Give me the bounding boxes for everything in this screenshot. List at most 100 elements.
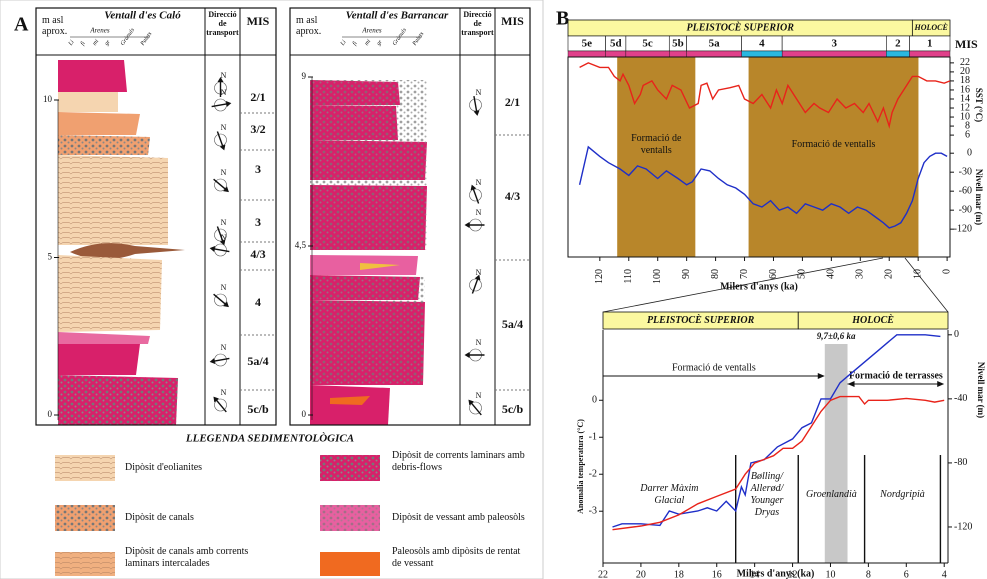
x-tick-label: 90: [681, 269, 692, 279]
legend-text-line: debris-flows: [392, 462, 442, 473]
mis-label: 4: [255, 295, 261, 309]
y-tick-label: -3: [589, 506, 597, 517]
transport-arrow: [464, 222, 485, 228]
x-tick-label: 10: [912, 269, 923, 279]
arrow-shaft: [211, 357, 230, 363]
transport-arrow: [468, 399, 482, 416]
stage-strip: [909, 50, 951, 58]
north-label: N: [221, 168, 227, 177]
arrow-head: [223, 186, 229, 193]
arrow-head: [470, 184, 477, 191]
stage-label: 5d: [610, 38, 622, 50]
transport-arrow: [211, 101, 232, 108]
stage-strip: [625, 50, 670, 58]
grain-size: Li: [339, 39, 348, 48]
compass: [214, 353, 227, 367]
period-label-line: Glacial: [654, 495, 684, 506]
stage-label: 1: [927, 38, 933, 50]
legend-text-line: Dipòsit de vessant amb paleosòls: [392, 512, 525, 523]
x-tick-label: 10: [825, 569, 835, 579]
y2-tick-label: -90: [959, 204, 972, 215]
y2-tick-label: -30: [959, 166, 972, 177]
epoch-box: [797, 311, 949, 330]
period-label-line: Bølling/: [751, 471, 784, 482]
north-label: N: [476, 268, 482, 277]
legend-text-line: de vessant: [392, 558, 434, 569]
legend-title: LLEGENDA SEDIMENTOLÒGICA: [185, 433, 354, 445]
x-tick-label: 22: [598, 569, 608, 579]
mis-label: 5a/4: [502, 317, 523, 331]
y-tick-label: 0: [592, 395, 597, 406]
stage-strip: [781, 50, 887, 58]
x-tick-label: 30: [855, 269, 866, 279]
transport-arrow: [471, 274, 481, 294]
north-label: N: [221, 218, 227, 227]
transport-arrow: [470, 184, 480, 204]
arrow-head: [225, 101, 232, 107]
arrow-head: [473, 110, 480, 116]
legend-text: Dipòsit de corrents laminars amb debris-f…: [392, 450, 525, 473]
arrow-label: Formació de terrasses: [849, 370, 943, 381]
transport-arrow: [209, 246, 230, 253]
compass: [214, 398, 227, 412]
bed: [58, 375, 178, 425]
transport-arrow: [213, 178, 229, 193]
arrow-head: [217, 77, 224, 82]
shaded-label-line: Formació de: [631, 133, 682, 144]
transport-header-line: Direcció: [208, 10, 236, 19]
legend-text-line: Paleosòls amb dipòsits de rentat: [392, 546, 521, 557]
north-label: N: [476, 208, 482, 217]
sand-label: Arenes: [89, 27, 109, 35]
mis-label: 3: [255, 162, 261, 176]
y2-axis-label: Nivell mar (m): [974, 169, 984, 225]
legend-text-line: laminars intercalades: [125, 558, 210, 569]
data-line: [578, 145, 948, 229]
compass: [214, 228, 227, 242]
transport-arrow: [473, 96, 480, 116]
compass: [214, 133, 227, 147]
x-tick-label: 60: [768, 269, 779, 279]
legend-text-line: Dipòsit de canals amb corrents: [125, 546, 248, 557]
y2-axis-label: Nivell mar (m): [976, 362, 986, 418]
x-tick-label: 80: [710, 269, 721, 279]
y-tick-label: 20: [960, 66, 970, 77]
compass: [469, 98, 482, 112]
stage-strip: [605, 50, 627, 58]
period-label: Bølling/Allerød/Younger Dryas: [750, 471, 785, 518]
transport-header-line: transport: [206, 28, 239, 37]
transport-header-line: Direcció: [463, 10, 491, 19]
stage-strip: [567, 50, 606, 58]
compass: [469, 188, 482, 202]
bed: [58, 344, 140, 375]
bed: [58, 112, 140, 135]
legend-text: Paleosòls amb dipòsits de rentat de vessa…: [392, 546, 521, 569]
y-tick-label: 22: [960, 57, 970, 68]
period-label-line: Groenlandià: [806, 489, 857, 500]
arrow-head: [209, 246, 216, 252]
shaded-label: Formació de ventalls: [631, 133, 682, 156]
north-label: N: [476, 391, 482, 400]
x-tick-label: 70: [739, 269, 750, 279]
arrow-shaft: [471, 186, 480, 204]
scale-label: 0: [48, 409, 53, 419]
x-tick-label: 4: [942, 569, 947, 579]
mis-label: 3/2: [250, 122, 265, 136]
y-tick-label: -1: [589, 432, 597, 443]
arrow-shaft: [214, 397, 227, 413]
x-tick-label: 110: [623, 269, 634, 284]
bed: [58, 92, 118, 112]
y2-tick-label: -120: [954, 223, 972, 234]
grain-size: fi: [79, 40, 87, 47]
stage-strip: [741, 50, 783, 58]
scale-label: 0: [302, 409, 307, 419]
transport-arrow: [213, 396, 227, 413]
bed: [310, 275, 425, 385]
epoch-label: PLEISTOCÈ SUPERIOR: [647, 314, 755, 326]
x-tick-label: 8: [866, 569, 871, 579]
arrow-head: [937, 381, 945, 387]
north-label: N: [221, 388, 227, 397]
epoch-label: HOLOCÈ: [851, 314, 894, 326]
bed: [310, 80, 427, 250]
mis-label: 5c/b: [247, 402, 269, 416]
